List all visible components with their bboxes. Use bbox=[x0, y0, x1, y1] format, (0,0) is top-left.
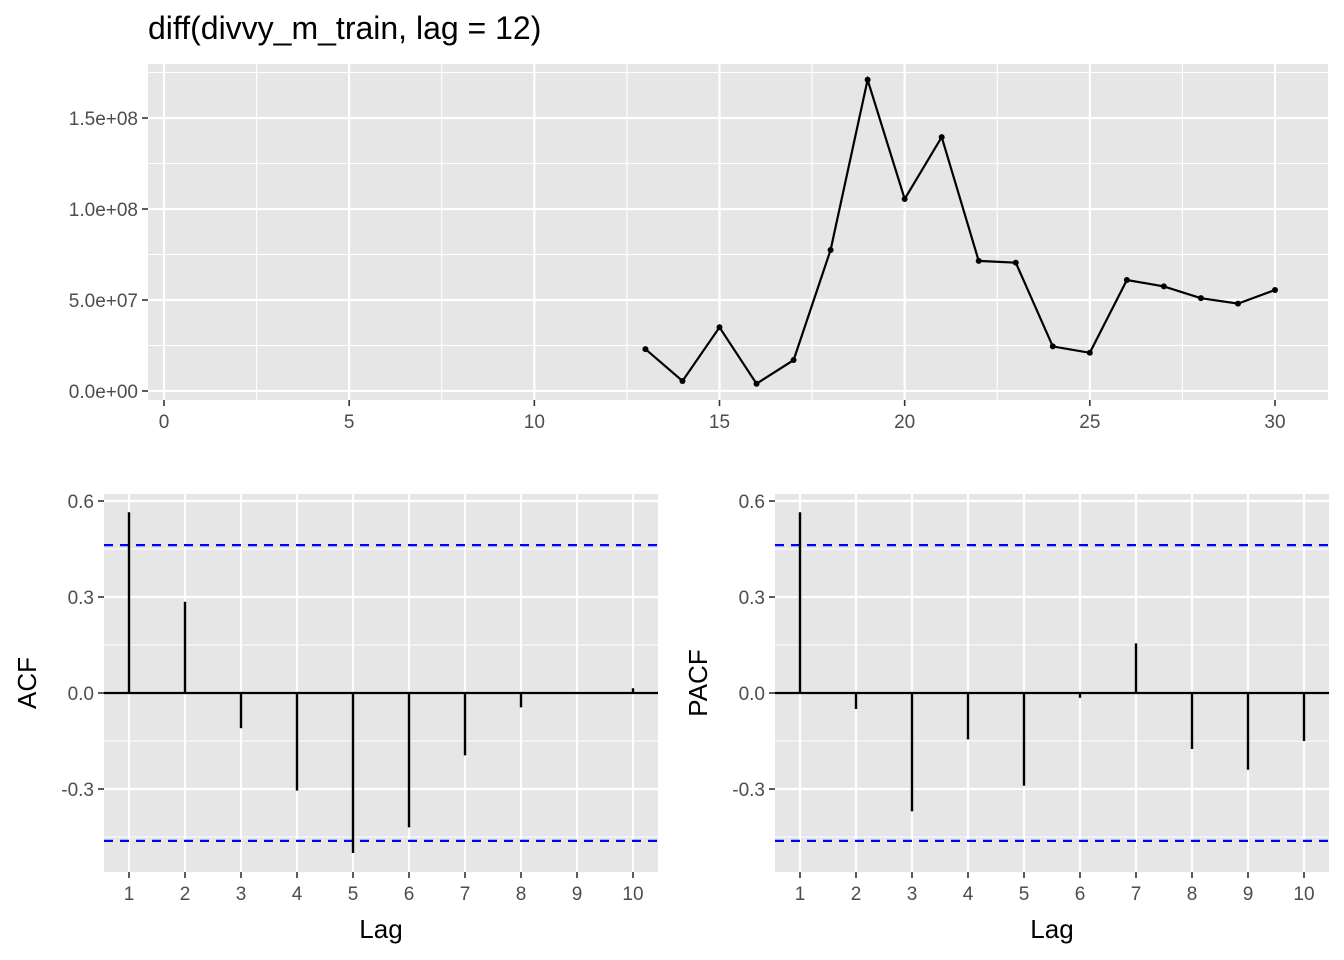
pacf-x-tick-label: 9 bbox=[1243, 884, 1254, 905]
acf-y-ticks: -0.3 0.0 0.3 0.6 bbox=[61, 492, 104, 801]
acf-plot-background bbox=[104, 494, 658, 872]
time-series-point bbox=[938, 134, 945, 141]
time-series-point bbox=[975, 257, 982, 264]
acf-bar-layer bbox=[104, 512, 658, 853]
acf-x-tick-label: 7 bbox=[460, 884, 471, 905]
acf-x-tick-label: 10 bbox=[622, 884, 643, 905]
acf-y-tick-label: 0.6 bbox=[68, 492, 94, 513]
time-series-point bbox=[1123, 276, 1130, 283]
pacf-x-tick-label: 6 bbox=[1075, 884, 1086, 905]
time-series-y-tick-label: 1.5e+08 bbox=[69, 109, 138, 130]
pacf-bar-layer bbox=[775, 512, 1329, 842]
acf-x-tick-label: 3 bbox=[236, 884, 247, 905]
time-series-point bbox=[1160, 283, 1167, 290]
time-series-point bbox=[753, 380, 760, 387]
pacf-x-tick-label: 3 bbox=[907, 884, 918, 905]
acf-x-tick-label: 8 bbox=[516, 884, 527, 905]
pacf-y-ticks: -0.3 0.0 0.3 0.6 bbox=[732, 492, 775, 801]
chart-title: diff(divvy_m_train, lag = 12) bbox=[148, 10, 541, 46]
time-series-point bbox=[716, 324, 723, 331]
pacf-x-tick-label: 10 bbox=[1293, 884, 1314, 905]
time-series-point bbox=[679, 377, 686, 384]
time-series-gridlines bbox=[148, 64, 1328, 400]
pacf-x-ticks: 1 2 3 4 5 6 7 8 9 10 bbox=[795, 872, 1315, 905]
pacf-y-tick-label: 0.6 bbox=[739, 492, 765, 513]
time-series-panel: diff(divvy_m_train, lag = 12) 0.0e+00 5.0… bbox=[69, 10, 1328, 433]
time-series-y-ticks: 0.0e+00 5.0e+07 1.0e+08 1.5e+08 bbox=[69, 109, 148, 403]
pacf-y-tick-label: 0.0 bbox=[739, 684, 765, 705]
acf-x-tick-label: 4 bbox=[292, 884, 303, 905]
time-series-x-tick-label: 10 bbox=[524, 412, 545, 433]
acf-x-tick-label: 1 bbox=[124, 884, 135, 905]
time-series-y-tick-label: 5.0e+07 bbox=[69, 291, 138, 312]
time-series-point bbox=[864, 76, 871, 83]
acf-x-tick-label: 6 bbox=[404, 884, 415, 905]
pacf-y-axis-label: PACF bbox=[683, 649, 713, 716]
pacf-panel: -0.3 0.0 0.3 0.6 1 2 3 4 5 6 7 8 9 10 Lag PACF bbox=[683, 492, 1329, 944]
pacf-x-tick-label: 7 bbox=[1131, 884, 1142, 905]
pacf-y-tick-label: -0.3 bbox=[732, 780, 765, 801]
time-series-point bbox=[1086, 349, 1093, 356]
time-series-line-layer bbox=[642, 75, 1278, 387]
pacf-x-tick-label: 4 bbox=[963, 884, 974, 905]
time-series-point bbox=[1234, 300, 1241, 307]
time-series-x-tick-label: 15 bbox=[709, 412, 730, 433]
acf-x-ticks: 1 2 3 4 5 6 7 8 9 10 bbox=[124, 872, 644, 905]
acf-y-tick-label: 0.0 bbox=[68, 684, 94, 705]
pacf-x-tick-label: 1 bbox=[795, 884, 806, 905]
time-series-point bbox=[1012, 259, 1019, 266]
time-series-point bbox=[1272, 286, 1278, 293]
time-series-y-tick-label: 0.0e+00 bbox=[69, 382, 138, 403]
time-series-plot-background bbox=[148, 64, 1328, 400]
acf-x-tick-label: 2 bbox=[180, 884, 191, 905]
time-series-x-tick-label: 20 bbox=[894, 412, 915, 433]
time-series-line bbox=[644, 75, 1276, 386]
pacf-plot-background bbox=[775, 494, 1329, 872]
acf-x-tick-label: 9 bbox=[572, 884, 583, 905]
time-series-point bbox=[790, 357, 797, 364]
pacf-x-tick-label: 2 bbox=[851, 884, 862, 905]
pacf-x-tick-label: 8 bbox=[1187, 884, 1198, 905]
time-series-x-tick-label: 25 bbox=[1079, 412, 1100, 433]
pacf-x-axis-label: Lag bbox=[1030, 914, 1073, 944]
acf-x-tick-label: 5 bbox=[348, 884, 359, 905]
time-series-x-tick-label: 5 bbox=[344, 412, 355, 433]
acf-panel: -0.3 0.0 0.3 0.6 1 2 3 4 5 6 7 8 9 10 Lag ACF bbox=[12, 492, 658, 944]
acf-y-tick-label: 0.3 bbox=[68, 588, 94, 609]
time-series-point bbox=[827, 246, 834, 253]
pacf-y-tick-label: 0.3 bbox=[739, 588, 765, 609]
time-series-x-tick-label: 0 bbox=[159, 412, 170, 433]
acf-x-axis-label: Lag bbox=[359, 914, 402, 944]
time-series-y-tick-label: 1.0e+08 bbox=[69, 200, 138, 221]
time-series-x-tick-label: 30 bbox=[1264, 412, 1285, 433]
pacf-x-tick-label: 5 bbox=[1019, 884, 1030, 905]
time-series-point bbox=[901, 195, 908, 202]
time-series-point bbox=[642, 346, 649, 353]
time-series-x-ticks: 0 5 10 15 20 25 30 bbox=[159, 400, 1286, 433]
acf-y-axis-label: ACF bbox=[12, 657, 42, 709]
time-series-point bbox=[1049, 343, 1056, 350]
acf-y-tick-label: -0.3 bbox=[61, 780, 94, 801]
time-series-point bbox=[1197, 295, 1204, 302]
